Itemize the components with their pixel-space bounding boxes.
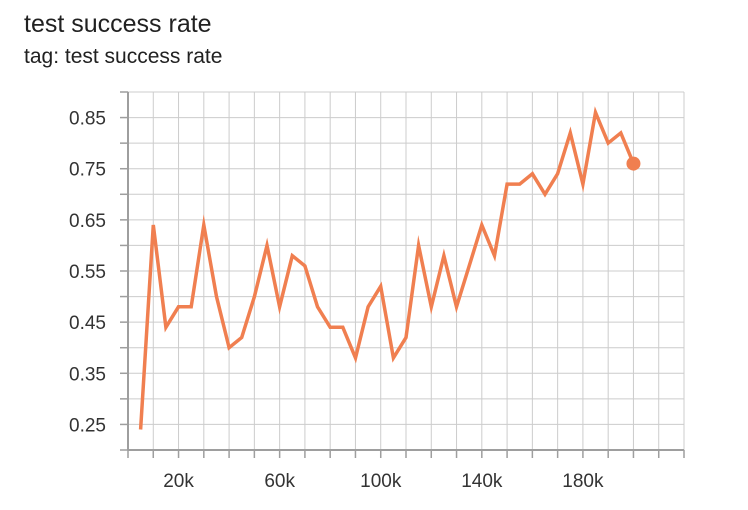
axes xyxy=(120,91,685,458)
series-line xyxy=(138,106,636,430)
series xyxy=(138,106,641,430)
x-tick-label: 180k xyxy=(562,471,604,492)
x-tick-label: 20k xyxy=(163,471,194,492)
x-tick-label: 100k xyxy=(360,471,402,492)
y-tick-label: 0.45 xyxy=(69,313,106,334)
x-tick-label: 60k xyxy=(264,471,295,492)
chart-title: test success rate xyxy=(24,10,212,38)
y-tick-label: 0.35 xyxy=(69,364,106,385)
last-point-marker xyxy=(626,156,641,171)
y-tick-label: 0.85 xyxy=(69,109,106,130)
y-tick-label: 0.25 xyxy=(69,415,106,436)
tick-labels: 0.25 0.35 0.45 0.55 0.65 0.75 0.85 20k 60k 100k 14… xyxy=(69,109,604,492)
y-tick-label: 0.65 xyxy=(69,211,106,232)
y-tick-label: 0.75 xyxy=(69,160,106,181)
x-tick-label: 140k xyxy=(461,471,503,492)
y-tick-label: 0.55 xyxy=(69,262,106,283)
chart-subtitle: tag: test success rate xyxy=(24,45,223,68)
